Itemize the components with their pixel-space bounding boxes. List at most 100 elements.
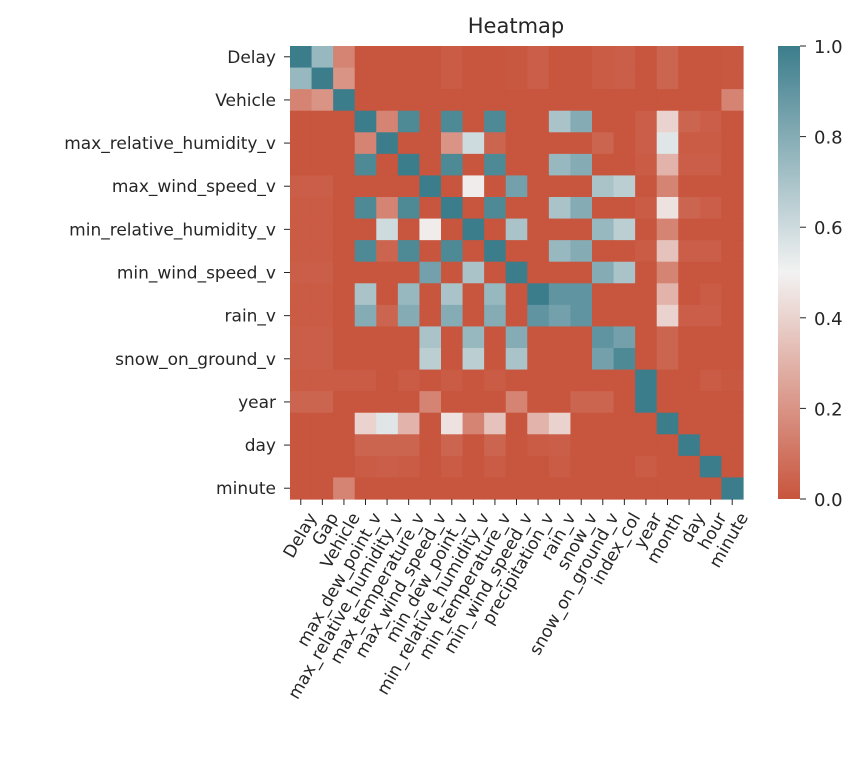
heatmap-cell [333,197,356,220]
y-tick-label: snow_on_ground_v [115,350,276,370]
heatmap-cell [397,412,421,435]
heatmap-cell [311,304,334,328]
heatmap-cell [613,175,636,198]
heatmap-cell [678,46,701,69]
heatmap-cell [721,304,744,328]
heatmap-cell [441,455,464,479]
heatmap-cell [699,455,723,479]
heatmap-cell [397,477,421,500]
heatmap-cell [527,197,550,220]
heatmap-cell [505,412,528,435]
heatmap-cell [721,283,744,306]
heatmap-cell [354,412,377,435]
heatmap-cell [656,283,679,306]
y-tick-label: max_wind_speed_v [112,177,276,197]
heatmap-cell [462,89,485,112]
heatmap-cell [484,132,507,155]
heatmap-cell [484,153,507,177]
heatmap-cell [527,369,550,392]
heatmap-cell [333,46,356,69]
heatmap-cell [592,261,615,284]
heatmap-cell [656,67,679,90]
heatmap-cell [397,67,421,90]
heatmap-cell [376,89,399,112]
heatmap-cell [613,326,636,349]
colorbar-tick-label: 0.6 [814,218,843,239]
heatmap-cell [548,153,572,177]
heatmap-cell [376,455,399,479]
heatmap-cell [613,412,636,435]
heatmap-cell [290,175,313,198]
heatmap-cell [333,153,356,177]
heatmap-cell [635,261,658,284]
heatmap-cell [419,110,442,133]
heatmap-cell [311,132,334,155]
heatmap-cell [699,326,723,349]
heatmap-cell [462,434,485,457]
heatmap-cell [376,283,399,306]
heatmap-cell [548,67,572,90]
heatmap-cell [397,240,421,263]
heatmap-cell [333,326,356,349]
heatmap-cell [397,132,421,155]
heatmap-cell [484,67,507,90]
heatmap-cell [441,391,464,414]
heatmap-cell [376,477,399,500]
heatmap-cell [419,89,442,112]
heatmap-cell [699,132,723,155]
heatmap-cell [311,391,334,414]
heatmap-cell [484,261,507,284]
heatmap-cell [635,412,658,435]
heatmap-cell [592,283,615,306]
colorbar-tick-label: 0.8 [814,128,843,149]
heatmap-cell [635,218,658,241]
heatmap-cell [419,283,442,306]
heatmap-cell [333,369,356,392]
heatmap-cell [376,412,399,435]
heatmap-cell [484,89,507,112]
heatmap-cell [592,153,615,177]
heatmap-cell [656,110,679,133]
heatmap-cell [613,261,636,284]
heatmap-cell [505,369,528,392]
heatmap-cell [699,412,723,435]
heatmap-cell [592,46,615,69]
heatmap-cell [484,304,507,328]
heatmap-cell [354,132,377,155]
heatmap-cell [570,218,593,241]
heatmap-cell [376,153,399,177]
heatmap-cell [354,89,377,112]
heatmap-cell [290,67,313,90]
heatmap-cell [376,46,399,69]
heatmap-cell [678,369,701,392]
y-tick-label: year [238,393,276,413]
heatmap-cell [613,348,636,371]
heatmap-cell [678,283,701,306]
heatmap-cell [613,153,636,177]
colorbar-gradient [778,46,800,499]
heatmap-cell [311,434,334,457]
heatmap-cell [419,304,442,328]
heatmap-cell [635,369,658,392]
heatmap-cell [333,391,356,414]
heatmap-cell [376,67,399,90]
heatmap-cell [613,434,636,457]
heatmap-cell [570,240,593,263]
heatmap-cell [311,197,334,220]
heatmap-cell [333,434,356,457]
heatmap-cell [311,326,334,349]
heatmap-cell [699,348,723,371]
heatmap-cell [548,283,572,306]
heatmap-cell [505,348,528,371]
colorbar-ticks: 0.0 0.2 0.4 0.6 0.8 1.0 [800,37,843,511]
heatmap-cell [311,240,334,263]
heatmap-cell [484,348,507,371]
heatmap-cell [635,477,658,500]
heatmap-cell [484,283,507,306]
heatmap-cell [333,175,356,198]
heatmap-cell [354,261,377,284]
heatmap-cell [484,110,507,133]
heatmap-cell [290,434,313,457]
heatmap-cell [613,218,636,241]
